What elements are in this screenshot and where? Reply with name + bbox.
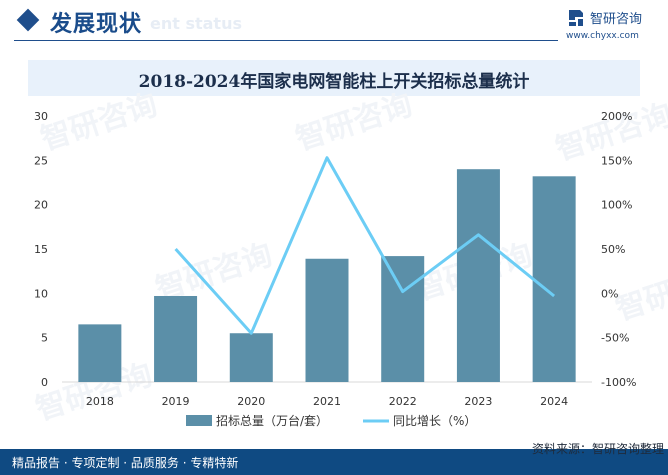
y-right-tick-label: 200% bbox=[601, 110, 632, 123]
watermark-text: 智研咨询 bbox=[37, 87, 162, 157]
source-note: 资料来源：智研咨询整理 bbox=[531, 442, 664, 456]
x-tick-label: 2022 bbox=[389, 395, 417, 408]
legend: 招标总量（万台/套） 同比增长（%） bbox=[186, 413, 476, 428]
legend-line-label: 同比增长（%） bbox=[393, 414, 476, 428]
x-tick-label: 2020 bbox=[237, 395, 265, 408]
watermark-text: 智研咨询 bbox=[612, 257, 668, 327]
footer-bar: 精品报告 · 专项定制 · 品质服务 · 专精特新 资料来源：智研咨询整理 bbox=[0, 442, 668, 475]
bar-2021 bbox=[305, 258, 349, 382]
bar-2024 bbox=[532, 176, 576, 382]
x-tick-label: 2021 bbox=[313, 395, 341, 408]
x-tick-label: 2019 bbox=[162, 395, 190, 408]
y-right-tick-label: 50% bbox=[601, 243, 625, 256]
legend-bar-swatch bbox=[186, 415, 212, 426]
y-left-tick-label: 20 bbox=[34, 199, 48, 212]
x-axis: 2018 2019 2020 2021 2022 2023 2024 bbox=[86, 395, 568, 408]
bar-series bbox=[78, 169, 576, 382]
y-left-tick-label: 0 bbox=[41, 376, 48, 389]
footer-slogan: 精品报告 · 专项定制 · 品质服务 · 专精特新 bbox=[12, 456, 239, 470]
y-left-tick-label: 10 bbox=[34, 287, 48, 300]
y-left-tick-label: 25 bbox=[34, 154, 48, 167]
x-tick-label: 2023 bbox=[464, 395, 492, 408]
line-series bbox=[174, 156, 556, 335]
chart-title: 2018-2024年国家电网智能柱上开关招标总量统计 bbox=[138, 72, 530, 92]
bar-2023 bbox=[456, 169, 500, 382]
legend-bar-label: 招标总量（万台/套） bbox=[216, 413, 328, 428]
x-tick-label: 2018 bbox=[86, 395, 114, 408]
y-right-tick-label: 150% bbox=[601, 154, 632, 167]
page-title: 发展现状 bbox=[50, 12, 143, 37]
y-left-axis: 0 5 10 15 20 25 30 bbox=[34, 110, 48, 389]
y-left-tick-label: 5 bbox=[41, 332, 48, 345]
header-divider bbox=[14, 40, 558, 41]
y-right-tick-label: 100% bbox=[601, 199, 632, 212]
section-header: ent status 发展现状 智研咨询 www.chyxx.com bbox=[0, 0, 668, 44]
y-right-tick-label: -50% bbox=[601, 332, 629, 345]
brand-url: www.chyxx.com bbox=[566, 31, 639, 41]
x-tick-label: 2024 bbox=[540, 395, 568, 408]
chart-title-band: 2018-2024年国家电网智能柱上开关招标总量统计 bbox=[28, 60, 640, 96]
y-right-axis: -100% -50% 0% 50% 100% 150% 200% bbox=[601, 110, 636, 389]
y-right-tick-label: -100% bbox=[601, 376, 636, 389]
watermark-text: 智研咨询 bbox=[292, 87, 417, 157]
bar-2019 bbox=[154, 295, 198, 382]
bar-2022 bbox=[381, 256, 425, 382]
zhiyan-logo-icon bbox=[569, 10, 583, 26]
y-left-tick-label: 30 bbox=[34, 110, 48, 123]
brand-name: 智研咨询 bbox=[590, 12, 643, 27]
bar-2018 bbox=[78, 324, 122, 382]
growth-line bbox=[174, 156, 556, 335]
bar-2020 bbox=[229, 333, 273, 382]
y-right-tick-label: 0% bbox=[601, 287, 618, 300]
y-left-tick-label: 15 bbox=[34, 243, 48, 256]
brand-logo: 智研咨询 www.chyxx.com bbox=[566, 8, 666, 44]
header-ghost-text: ent status bbox=[150, 14, 242, 33]
